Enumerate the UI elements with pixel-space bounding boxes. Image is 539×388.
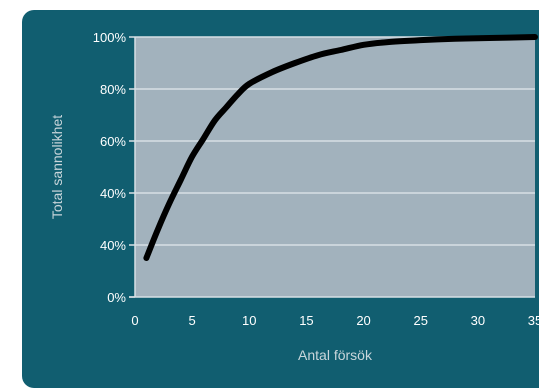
x-tick-label: 5: [189, 313, 196, 328]
plot-area: [135, 37, 535, 297]
y-tick-label: 80%: [100, 82, 126, 97]
y-axis-title: Total sannolikhet: [49, 115, 65, 219]
x-tick-label: 0: [131, 313, 138, 328]
chart-panel: 0% 40% 40% 60% 80% 100% 0 5 10 15 20 25 30 35 Antal …: [22, 10, 539, 388]
x-axis-title: Antal försök: [298, 347, 373, 363]
x-tick-label: 30: [471, 313, 485, 328]
x-tick-label: 35: [528, 313, 539, 328]
x-tick-label: 20: [356, 313, 370, 328]
x-tick-label: 25: [413, 313, 427, 328]
x-tick-label: 15: [299, 313, 313, 328]
line-chart: 0% 40% 40% 60% 80% 100% 0 5 10 15 20 25 30 35 Antal …: [49, 30, 539, 363]
y-tick-label: 40%: [100, 238, 126, 253]
y-tick-label: 0%: [107, 290, 126, 305]
probability-curve: [143, 34, 538, 261]
y-tick-label: 100%: [93, 30, 127, 45]
x-tick-label: 10: [242, 313, 256, 328]
y-tick-label: 40%: [100, 186, 126, 201]
x-tick-labels: 0 5 10 15 20 25 30 35: [131, 313, 539, 328]
y-tick-labels: 0% 40% 40% 60% 80% 100%: [93, 30, 135, 305]
y-tick-label: 60%: [100, 134, 126, 149]
